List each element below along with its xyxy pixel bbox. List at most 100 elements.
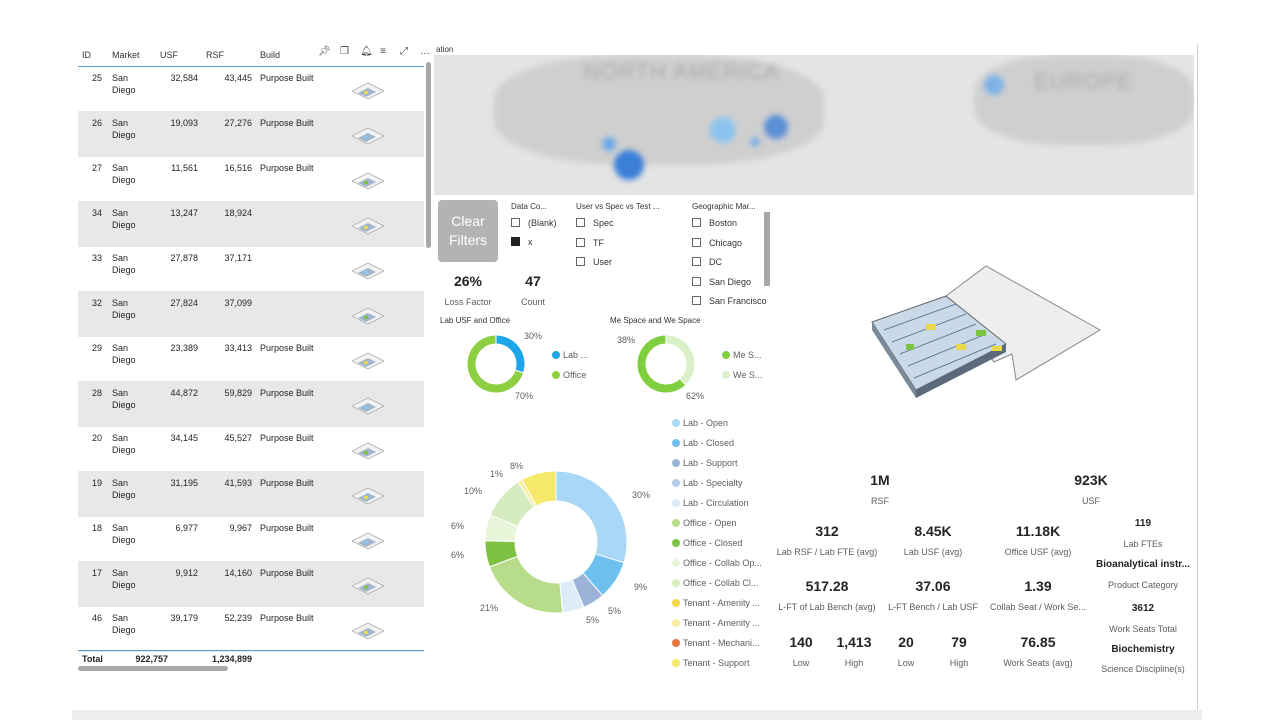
legend-item[interactable]: Tenant - Amenity ... [672, 618, 760, 628]
slicer-option[interactable]: User [576, 257, 612, 267]
horizontal-scrollbar[interactable] [78, 666, 228, 671]
donut3-label: 8% [510, 461, 524, 471]
donut-segment[interactable] [665, 334, 696, 386]
legend-item[interactable]: Office - Open [672, 518, 736, 528]
legend-item[interactable]: Tenant - Support [672, 658, 750, 668]
donut-segment[interactable] [521, 470, 557, 507]
cell-rsf: 37,171 [224, 253, 252, 263]
checkbox[interactable] [511, 218, 520, 227]
table-row[interactable]: 20 San Diego 34,145 45,527 Purpose Built [78, 427, 424, 472]
legend-label: Lab - Specialty [683, 478, 743, 488]
cell-usf: 27,824 [170, 298, 198, 308]
legend-dot [672, 579, 680, 587]
map-bubble[interactable] [710, 117, 736, 143]
map-bubble[interactable] [614, 150, 644, 180]
checkbox[interactable] [692, 296, 701, 305]
table-row[interactable]: 27 San Diego 11,561 16,516 Purpose Built [78, 157, 424, 202]
legend-item[interactable]: Lab - Specialty [672, 478, 743, 488]
legend-item[interactable]: Office - Collab Op... [672, 558, 762, 568]
slicer-option-label: San Diego [709, 276, 752, 287]
cell-usf: 34,145 [170, 433, 198, 443]
table-row[interactable]: 17 San Diego 9,912 14,160 Purpose Built [78, 562, 424, 607]
donut-segment[interactable] [636, 334, 687, 394]
donut-segment[interactable] [488, 555, 564, 614]
slicer-option[interactable]: San Diego [692, 276, 752, 287]
cell-rsf: 45,527 [224, 433, 252, 443]
bell-icon[interactable]: 🔔︎ [360, 46, 373, 57]
checkbox[interactable] [692, 218, 701, 227]
donut1-legend-lab[interactable]: Lab ... [552, 350, 588, 360]
slicer-option[interactable]: Chicago [692, 237, 742, 248]
legend-item[interactable]: Office - Closed [672, 538, 742, 548]
slicer-option[interactable]: San Francisco [692, 296, 767, 306]
map-label-eu: EUROPE [1034, 69, 1133, 94]
map-bubble[interactable] [602, 137, 616, 151]
donut1-legend-office[interactable]: Office [552, 370, 586, 380]
donut-segment[interactable] [495, 334, 526, 374]
header-rsf[interactable]: RSF [206, 50, 224, 60]
map-bubble[interactable] [750, 137, 760, 147]
table-row[interactable]: 46 San Diego 39,179 52,239 Purpose Built [78, 607, 424, 652]
table-row[interactable]: 26 San Diego 19,093 27,276 Purpose Built [78, 112, 424, 157]
header-build[interactable]: Build [260, 50, 281, 60]
legend-item[interactable]: Tenant - Amenity ... [672, 598, 760, 608]
checkbox[interactable] [692, 257, 701, 266]
checkbox[interactable] [576, 237, 585, 247]
slicer-option[interactable]: Boston [692, 218, 737, 228]
legend-item[interactable]: Tenant - Mechani... [672, 638, 760, 648]
filter-icon[interactable]: ≡ [380, 46, 386, 57]
map-visual[interactable]: NORTH AMERICA EUROPE [434, 55, 1194, 195]
table-row[interactable]: 34 San Diego 13,247 18,924 [78, 202, 424, 247]
table-row[interactable]: 18 San Diego 6,977 9,967 Purpose Built [78, 517, 424, 562]
checkbox[interactable] [511, 237, 520, 246]
floor-plan-thumbnail [351, 397, 385, 415]
donut-segment[interactable] [555, 470, 628, 564]
legend-item[interactable]: Lab - Support [672, 458, 738, 468]
table-row[interactable]: 25 San Diego 32,584 43,445 Purpose Built [78, 67, 424, 112]
legend-item[interactable]: Lab - Circulation [672, 498, 749, 508]
table-row[interactable]: 29 San Diego 23,389 33,413 Purpose Built [78, 337, 424, 382]
legend-label: Lab - Support [683, 458, 738, 468]
donut1-segments [466, 334, 526, 394]
header-id[interactable]: ID [82, 50, 91, 60]
checkbox[interactable] [576, 218, 585, 227]
table-row[interactable]: 28 San Diego 44,872 59,829 Purpose Built [78, 382, 424, 427]
pin-icon[interactable]: 📌︎ [318, 46, 331, 57]
science-label: Science Discipline(s) [1101, 664, 1185, 674]
copy-icon[interactable]: ❐ [340, 46, 349, 57]
donut-segment[interactable] [466, 334, 525, 394]
map-bubble[interactable] [764, 115, 788, 139]
legend-label: Office [563, 370, 587, 380]
slicer-option[interactable]: DC [692, 257, 722, 267]
map-bubble[interactable] [984, 75, 1004, 95]
floor-plan-thumbnail [351, 622, 385, 640]
table-row[interactable]: 32 San Diego 27,824 37,099 [78, 292, 424, 337]
legend-item[interactable]: Office - Collab Cl... [672, 578, 758, 588]
table-row[interactable]: 33 San Diego 27,878 37,171 [78, 247, 424, 292]
lft-bench-label: L-FT of Lab Bench (avg) [778, 602, 876, 612]
clear-filters-button[interactable]: Clear Filters [438, 200, 498, 262]
more-icon[interactable]: … [420, 46, 430, 57]
legend-item[interactable]: Lab - Closed [672, 438, 734, 448]
donut2-legend-me[interactable]: Me S... [722, 350, 762, 360]
map-label-na: NORTH AMERICA [584, 59, 780, 84]
donut2-legend-we[interactable]: We S... [722, 370, 762, 380]
work-seats-avg-label: Work Seats (avg) [1003, 658, 1073, 668]
slicer-option[interactable]: Spec [576, 218, 614, 228]
slicer-option[interactable]: (Blank) [511, 218, 557, 228]
checkbox[interactable] [692, 237, 701, 247]
checkbox[interactable] [692, 276, 701, 286]
slicer-scrollbar[interactable] [764, 212, 770, 286]
legend-item[interactable]: Lab - Open [672, 418, 728, 428]
cell-rsf: 18,924 [224, 208, 252, 218]
lab-rsf-fte-value: 312 [815, 523, 839, 539]
header-market[interactable]: Market [112, 50, 140, 60]
slicer-option[interactable]: TF [576, 237, 604, 248]
focus-icon[interactable]: ⤢ [400, 46, 408, 57]
vertical-scrollbar[interactable] [426, 62, 431, 248]
slicer-option[interactable]: x [511, 237, 533, 247]
work-seats-total-value: 3612 [1131, 603, 1155, 614]
checkbox[interactable] [576, 257, 585, 266]
header-usf[interactable]: USF [160, 50, 178, 60]
table-row[interactable]: 19 San Diego 31,195 41,593 Purpose Built [78, 472, 424, 517]
